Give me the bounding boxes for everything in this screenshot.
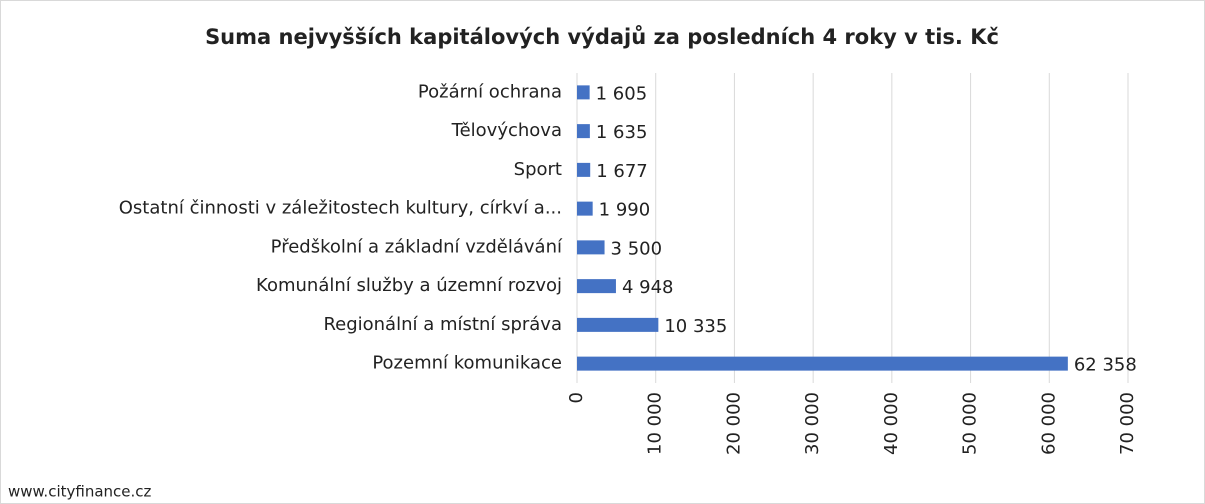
bar	[577, 317, 659, 332]
bar	[577, 162, 591, 177]
y-tick-label: Regionální a místní správa	[323, 314, 562, 335]
y-tick-label: Tělovýchova	[451, 120, 562, 141]
y-tick-label: Předškolní a základní vzdělávání	[271, 236, 563, 257]
bar	[577, 85, 590, 100]
x-tick-label: 60 000	[1038, 392, 1059, 455]
y-tick-label: Požární ochrana	[418, 81, 562, 102]
value-label: 10 335	[664, 316, 727, 337]
source-note: www.cityfinance.cz	[8, 483, 152, 501]
y-tick-label: Pozemní komunikace	[372, 353, 562, 374]
x-tick-label: 30 000	[802, 392, 823, 455]
bar	[577, 201, 593, 216]
value-label: 62 358	[1074, 355, 1137, 376]
value-label: 1 677	[596, 161, 648, 182]
value-label: 1 990	[599, 200, 651, 221]
bar	[577, 124, 590, 139]
x-tick-label: 70 000	[1117, 392, 1138, 455]
x-tick-label: 10 000	[645, 392, 666, 455]
x-tick-label: 0	[566, 392, 587, 403]
chart-title: Suma nejvyšších kapitálových výdajů za p…	[205, 25, 999, 49]
bar	[577, 356, 1068, 371]
value-label: 1 635	[596, 122, 648, 143]
value-label: 1 605	[596, 83, 648, 104]
value-label: 3 500	[611, 238, 663, 259]
y-tick-label: Sport	[514, 159, 562, 180]
y-tick-label: Ostatní činnosti v záležitostech kultury…	[119, 198, 562, 219]
y-tick-label: Komunální služby a územní rozvoj	[256, 275, 562, 296]
x-tick-label: 40 000	[881, 392, 902, 455]
x-tick-label: 50 000	[960, 392, 981, 455]
value-label: 4 948	[622, 277, 674, 298]
bar	[577, 279, 616, 294]
x-tick-label: 20 000	[723, 392, 744, 455]
bar	[577, 240, 605, 255]
